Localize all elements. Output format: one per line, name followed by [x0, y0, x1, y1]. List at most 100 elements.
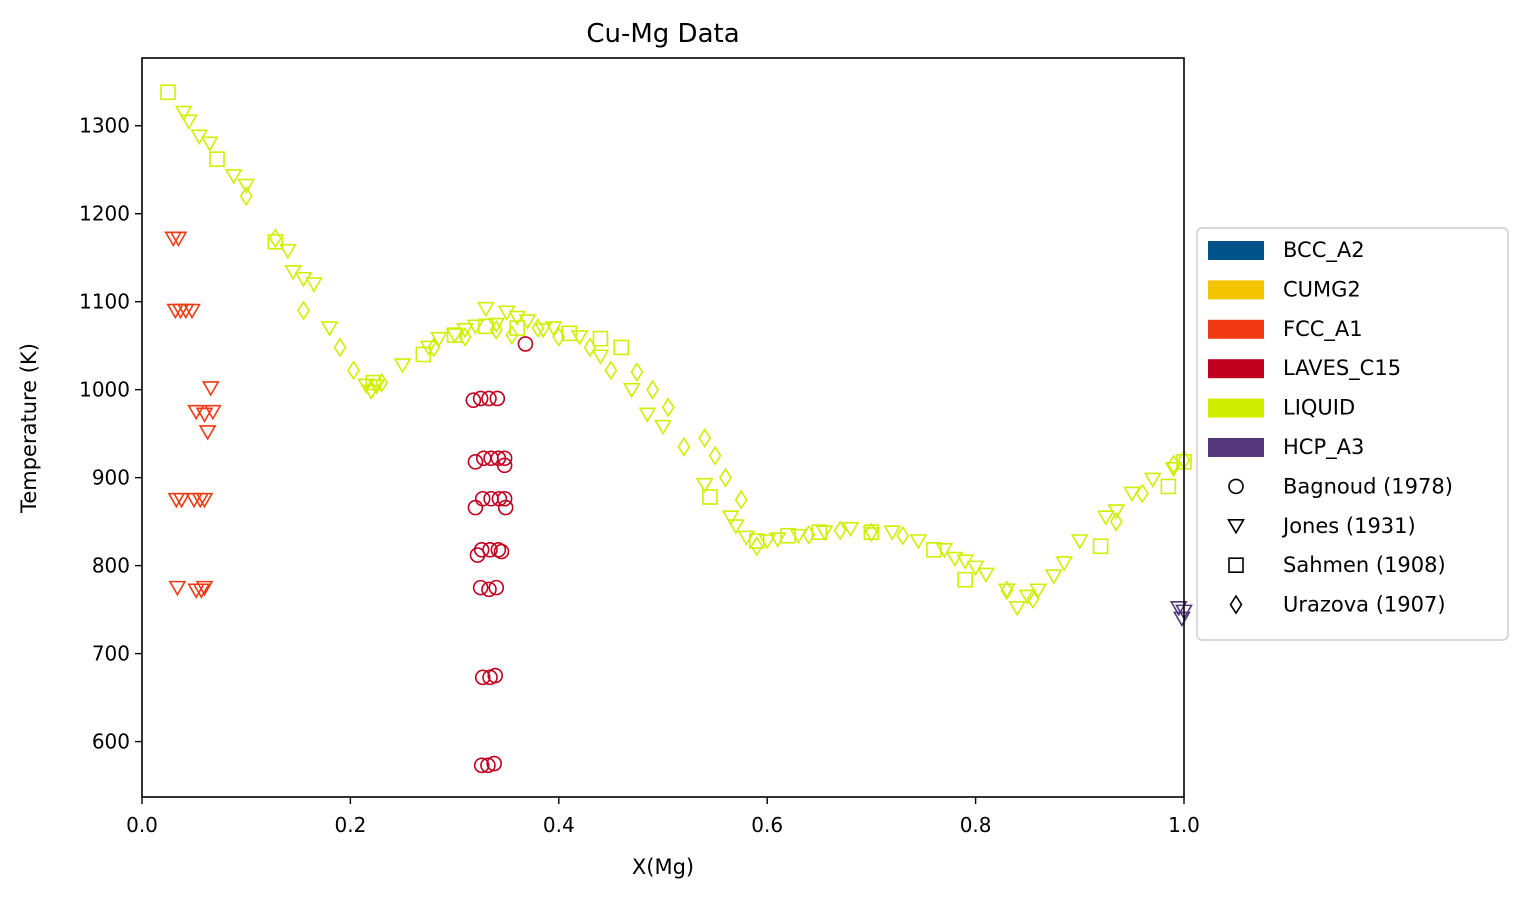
series-liquid-triangle-down	[174, 105, 1183, 617]
data-point	[474, 490, 491, 507]
data-point	[768, 532, 787, 548]
legend-marker-circle	[1228, 478, 1244, 495]
data-point	[517, 336, 534, 352]
data-point	[957, 571, 973, 588]
data-point	[201, 381, 220, 397]
series-liquid-square	[160, 84, 1192, 588]
data-point	[896, 525, 910, 546]
data-point	[863, 524, 880, 540]
data-point	[481, 390, 497, 407]
data-point	[467, 454, 484, 470]
data-point	[224, 169, 243, 185]
data-point	[1044, 569, 1063, 585]
x-tick-label: 0.4	[543, 813, 575, 837]
data-point	[1173, 611, 1191, 628]
data-point	[661, 397, 675, 418]
data-point	[164, 231, 183, 247]
chart-title: Cu-Mg Data	[586, 19, 739, 49]
data-point	[883, 525, 902, 541]
data-point	[192, 583, 211, 599]
plot-area: 0.0 0.2 0.4 0.6 0.8 1.0 600 700 800 900 1000 1100 12…	[79, 114, 1200, 837]
data-point	[604, 360, 618, 381]
data-point	[333, 337, 347, 358]
data-point	[278, 243, 297, 260]
data-point	[1092, 538, 1109, 555]
legend-label: CUMG2	[1283, 277, 1361, 301]
data-point	[375, 372, 389, 393]
data-point	[583, 337, 597, 358]
y-tick-label: 600	[92, 730, 130, 754]
data-point	[531, 318, 545, 339]
data-point	[174, 105, 193, 122]
legend-marker-triangle-down	[1227, 518, 1245, 535]
data-point	[1000, 580, 1014, 601]
legend-label: BCC_A2	[1283, 238, 1365, 263]
data-point	[909, 534, 928, 550]
x-tick-label: 0.6	[751, 813, 783, 837]
data-point	[472, 579, 489, 596]
y-tick-label: 700	[92, 642, 130, 666]
data-point	[489, 319, 503, 340]
data-point	[945, 551, 964, 568]
data-point	[474, 669, 491, 686]
data-point	[493, 543, 510, 560]
data-point	[505, 325, 519, 346]
data-point	[419, 340, 438, 357]
data-point	[473, 541, 490, 558]
data-point	[698, 428, 712, 449]
data-point	[297, 300, 310, 321]
data-point	[654, 419, 672, 436]
data-point	[168, 580, 187, 597]
data-point	[1135, 483, 1149, 504]
data-point	[320, 321, 339, 337]
data-point	[864, 522, 878, 543]
legend-swatch-hcp_a3	[1208, 438, 1264, 457]
data-point	[1164, 462, 1183, 478]
plot-frame	[141, 57, 1185, 798]
data-point	[702, 489, 718, 505]
data-point	[203, 404, 222, 421]
data-point	[1029, 583, 1048, 599]
data-point	[268, 228, 282, 249]
legend-label: Bagnoud (1978)	[1283, 474, 1453, 498]
data-point	[487, 317, 506, 334]
data-point	[496, 457, 513, 474]
data-point	[488, 579, 505, 596]
data-point	[466, 319, 485, 335]
x-axis-label: X(Mg)	[632, 855, 694, 879]
legend-swatch-bcc_a2	[1208, 241, 1264, 260]
y-tick-label: 800	[92, 554, 130, 578]
data-point	[195, 580, 214, 597]
data-point	[1018, 589, 1037, 606]
data-point	[294, 272, 313, 288]
data-point	[497, 305, 516, 321]
y-axis-label: Temperature (K)	[17, 343, 41, 514]
data-point	[815, 525, 834, 541]
legend-label: LIQUID	[1283, 396, 1355, 420]
x-tick-label: 0.2	[334, 813, 366, 837]
data-point	[1167, 454, 1181, 475]
data-point	[1055, 556, 1074, 572]
data-point	[364, 379, 378, 400]
data-point	[415, 346, 432, 363]
data-point	[750, 536, 764, 557]
data-point	[613, 339, 630, 356]
data-point	[1123, 486, 1141, 503]
data-point	[708, 445, 722, 466]
data-point	[719, 467, 732, 488]
legend-marker-square	[1228, 557, 1244, 574]
data-point	[496, 450, 513, 467]
data-point	[789, 528, 808, 545]
legend-label: HCP_A3	[1283, 435, 1364, 460]
data-point	[591, 349, 610, 365]
data-point	[160, 84, 176, 101]
data-point	[482, 541, 498, 558]
data-point	[393, 358, 412, 374]
legend-swatch-cumg2	[1208, 280, 1264, 300]
data-point	[1070, 534, 1089, 550]
x-tick-label: 1.0	[1168, 813, 1200, 837]
data-point	[486, 755, 502, 772]
data-point	[737, 530, 756, 547]
data-point	[833, 520, 847, 541]
